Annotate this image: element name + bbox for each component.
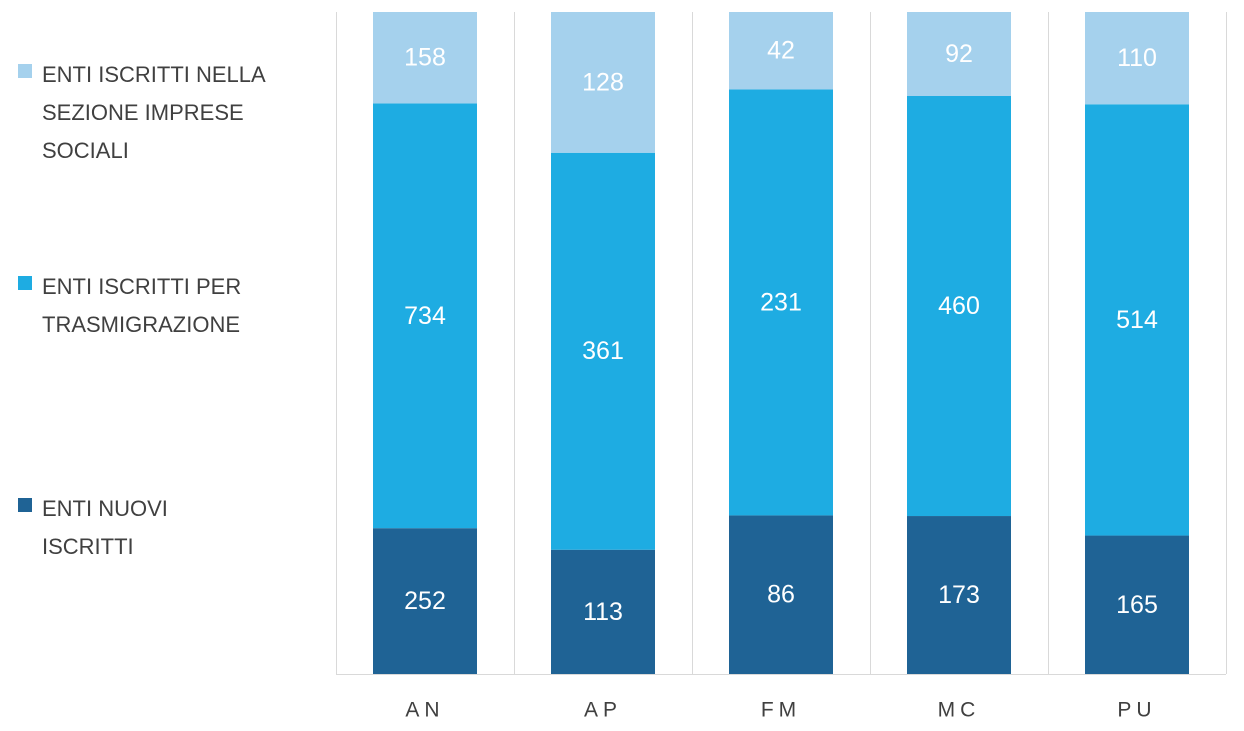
data-label-ap-s1: 361 — [582, 337, 624, 365]
bar-segment-an-s1 — [373, 103, 477, 529]
bar-segment-fm-s2 — [729, 12, 833, 90]
data-label-fm-s0: 86 — [767, 581, 795, 609]
data-label-pu-s1: 514 — [1116, 306, 1158, 334]
legend-item-nuovi-iscritti: ENTI NUOVI ISCRITTI — [18, 490, 318, 566]
bar-segment-an-s2 — [373, 12, 477, 104]
data-label-pu-s2: 110 — [1117, 44, 1157, 72]
legend-swatch-imprese-sociali — [18, 64, 32, 78]
data-label-ap-s2: 128 — [582, 68, 624, 96]
data-label-an-s1: 734 — [404, 302, 446, 330]
legend-item-trasmigrazione: ENTI ISCRITTI PER TRASMIGRAZIONE — [18, 268, 318, 344]
x-tick-label-ap: AP — [584, 699, 622, 722]
bar-segment-mc-s0 — [907, 516, 1011, 674]
bar-segment-pu-s0 — [1085, 535, 1189, 674]
data-label-ap-s0: 113 — [583, 598, 623, 626]
data-label-mc-s2: 92 — [945, 40, 973, 68]
x-tick-label-pu: PU — [1117, 699, 1156, 722]
bar-segment-ap-s0 — [551, 549, 655, 674]
data-label-fm-s1: 231 — [760, 288, 802, 316]
x-tick-label-mc: MC — [938, 699, 981, 722]
bar-segment-mc-s2 — [907, 12, 1011, 97]
data-label-mc-s1: 460 — [938, 292, 980, 320]
bar-segment-ap-s2 — [551, 12, 655, 153]
legend: ENTI ISCRITTI NELLA SEZIONE IMPRESE SOCI… — [18, 0, 318, 726]
data-label-an-s0: 252 — [404, 587, 446, 615]
x-tick-label-fm: FM — [761, 699, 801, 722]
data-label-mc-s0: 173 — [938, 581, 980, 609]
legend-swatch-nuovi-iscritti — [18, 498, 32, 512]
legend-swatch-trasmigrazione — [18, 276, 32, 290]
legend-label-imprese-sociali: ENTI ISCRITTI NELLA SEZIONE IMPRESE SOCI… — [42, 62, 266, 163]
legend-label-trasmigrazione: ENTI ISCRITTI PER TRASMIGRAZIONE — [42, 274, 242, 337]
data-label-fm-s2: 42 — [767, 37, 795, 65]
bar-segment-ap-s1 — [551, 152, 655, 550]
legend-label-nuovi-iscritti: ENTI NUOVI ISCRITTI — [42, 496, 168, 559]
data-label-pu-s0: 165 — [1116, 591, 1158, 619]
bar-segment-fm-s1 — [729, 89, 833, 516]
bar-segment-pu-s2 — [1085, 12, 1189, 105]
x-tick-label-an: AN — [405, 699, 444, 722]
bar-segment-mc-s1 — [907, 96, 1011, 517]
data-label-an-s2: 158 — [404, 44, 446, 72]
legend-item-imprese-sociali: ENTI ISCRITTI NELLA SEZIONE IMPRESE SOCI… — [18, 56, 318, 170]
bar-segment-fm-s0 — [729, 515, 833, 674]
bar-segment-an-s0 — [373, 528, 477, 674]
bar-segment-pu-s1 — [1085, 104, 1189, 536]
